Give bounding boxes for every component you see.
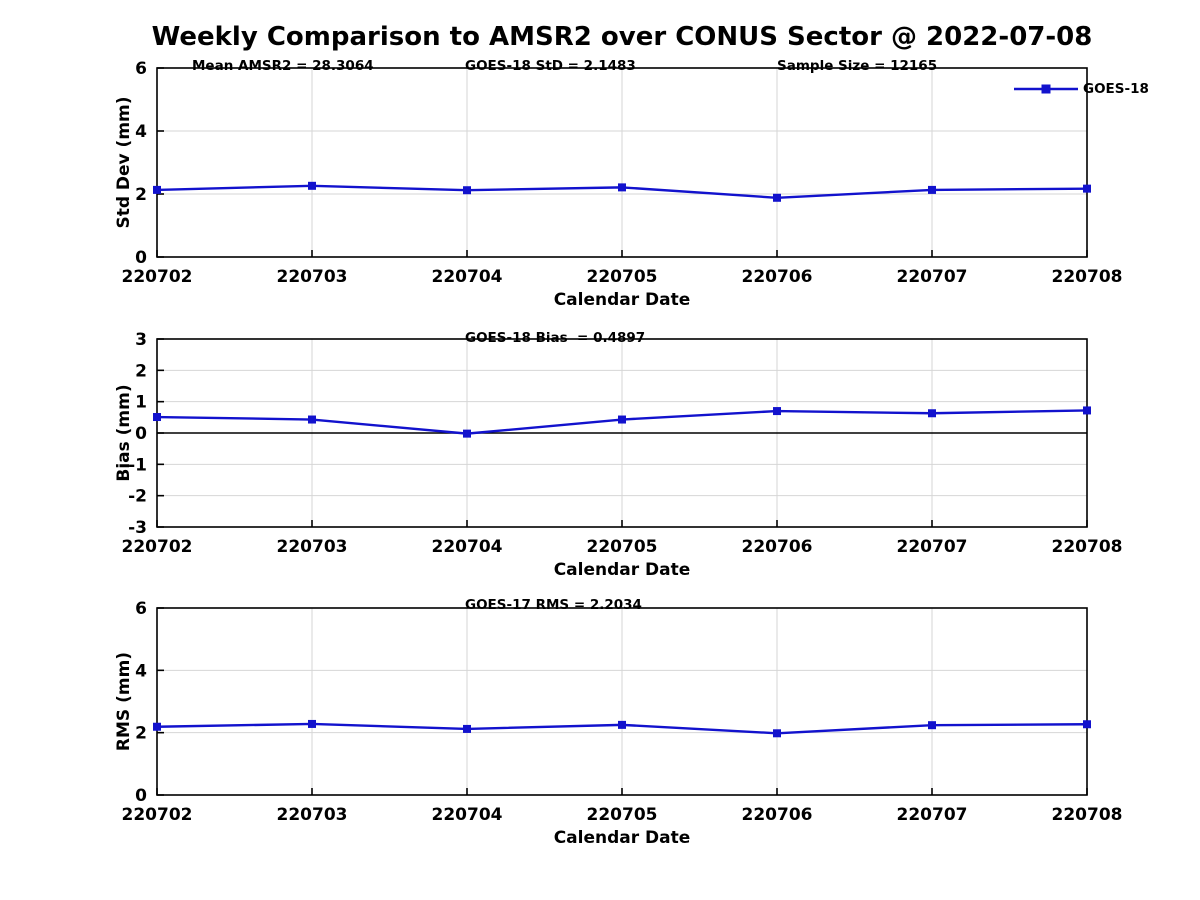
data-point-marker: [773, 407, 781, 416]
legend: GOES-18: [1014, 81, 1149, 97]
x-tick-label: 220707: [897, 267, 968, 287]
legend-line-sample-icon: [1014, 84, 1078, 94]
y-tick-label: 6: [135, 59, 147, 79]
x-axis-title: Calendar Date: [554, 290, 691, 310]
y-axis-title: RMS (mm): [114, 652, 134, 751]
data-point-marker: [618, 720, 626, 729]
x-tick-label: 220704: [432, 267, 503, 287]
x-tick-label: 220705: [587, 267, 658, 287]
annotation-goes18-std: GOES-18 StD = 2.1483: [465, 58, 636, 74]
x-axis-title: Calendar Date: [554, 828, 691, 848]
annotation-goes18-bias: GOES-18 Bias = 0.4897: [465, 330, 646, 346]
data-point-marker: [618, 183, 626, 192]
x-tick-label: 220706: [742, 267, 813, 287]
annotation-goes17-rms: GOES-17 RMS = 2.2034: [465, 597, 642, 613]
annotation-sample-size: Sample Size = 12165: [777, 58, 938, 74]
y-tick-label: 0: [135, 786, 147, 806]
y-tick-label: 4: [135, 122, 147, 142]
data-point-marker: [153, 413, 161, 422]
x-tick-label: 220704: [432, 805, 503, 825]
x-tick-label: 220702: [122, 537, 193, 557]
panel-rms: 220702 220703 220704 220705 220706 220707 2207…: [114, 599, 1122, 848]
y-axis-title: Std Dev (mm): [114, 96, 134, 228]
data-point-marker: [928, 721, 936, 730]
x-tick-label: 220707: [897, 805, 968, 825]
x-tick-label: 220702: [122, 267, 193, 287]
data-point-marker: [153, 185, 161, 194]
x-tick-label: 220703: [277, 537, 348, 557]
x-tick-label: 220703: [277, 805, 348, 825]
x-tick-label: 220707: [897, 537, 968, 557]
data-point-marker: [463, 429, 471, 438]
x-tick-label: 220708: [1052, 267, 1123, 287]
y-tick-label: 3: [135, 330, 147, 350]
y-tick-label: 0: [135, 424, 147, 444]
data-point-marker: [308, 719, 316, 728]
y-tick-label: -2: [128, 487, 147, 507]
y-axis-title: Bias (mm): [114, 384, 134, 481]
data-point-marker: [618, 415, 626, 424]
data-point-marker: [928, 409, 936, 418]
x-tick-label: 220708: [1052, 805, 1123, 825]
data-point-marker: [308, 181, 316, 190]
y-tick-label: 6: [135, 599, 147, 619]
x-tick-label: 220706: [742, 537, 813, 557]
data-point-marker: [773, 729, 781, 738]
y-tick-label: 4: [135, 661, 147, 681]
x-tick-label: 220705: [587, 537, 658, 557]
data-point-marker: [308, 415, 316, 424]
y-tick-label: 2: [135, 361, 147, 381]
y-tick-label: -1: [128, 455, 147, 475]
data-point-marker: [1083, 720, 1091, 729]
y-tick-label: 1: [135, 393, 147, 413]
data-point-marker: [153, 722, 161, 731]
data-point-marker: [928, 185, 936, 194]
data-point-marker: [1083, 406, 1091, 415]
x-tick-label: 220705: [587, 805, 658, 825]
data-point-marker: [463, 724, 471, 733]
annotation-mean-amsr2: Mean AMSR2 = 28.3064: [192, 58, 374, 74]
x-tick-label: 220703: [277, 267, 348, 287]
y-tick-label: 2: [135, 724, 147, 744]
figure-title: Weekly Comparison to AMSR2 over CONUS Se…: [151, 22, 1093, 52]
x-tick-label: 220702: [122, 805, 193, 825]
x-tick-label: 220704: [432, 537, 503, 557]
x-axis-title: Calendar Date: [554, 560, 691, 580]
x-tick-label: 220708: [1052, 537, 1123, 557]
panel-bias: 220702 220703 220704 220705 220706 220707 2207…: [114, 330, 1122, 580]
panel-std-dev: 220702 220703 220704 220705 220706 220707 2207…: [114, 59, 1122, 310]
data-point-marker: [1083, 184, 1091, 193]
y-tick-label: 0: [135, 248, 147, 268]
y-tick-label: 2: [135, 185, 147, 205]
y-tick-label: -3: [128, 518, 147, 538]
data-point-marker: [463, 186, 471, 195]
legend-label: GOES-18: [1083, 81, 1149, 97]
data-point-marker: [773, 193, 781, 202]
x-tick-label: 220706: [742, 805, 813, 825]
